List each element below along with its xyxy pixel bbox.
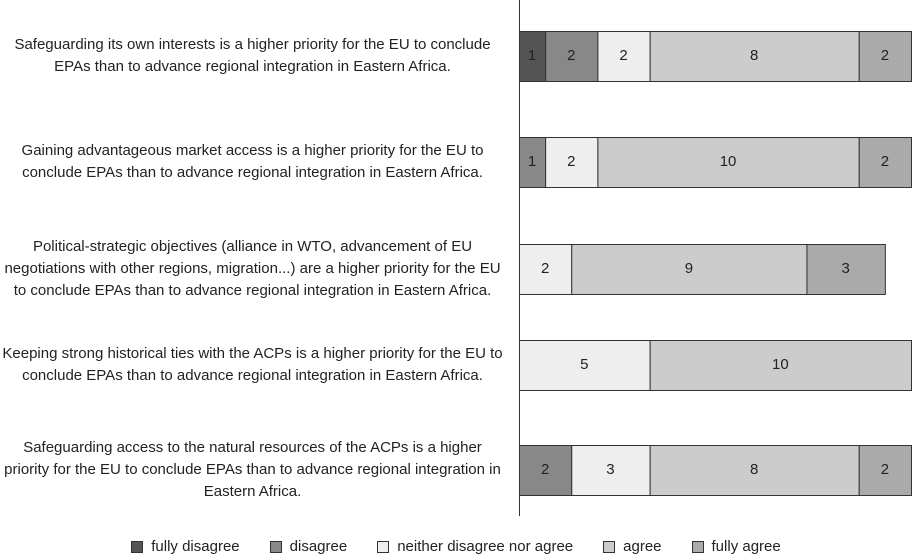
data-label: 1	[528, 47, 536, 64]
data-label: 10	[772, 356, 789, 373]
bar-segment	[545, 31, 599, 82]
data-label: 3	[841, 260, 849, 277]
category-label: Safeguarding access to the natural resou…	[4, 439, 501, 500]
legend-item: agree	[603, 538, 662, 555]
data-label: 2	[541, 260, 549, 277]
data-label: 2	[881, 47, 889, 64]
data-label: 2	[881, 153, 889, 170]
data-label: 9	[685, 260, 693, 277]
bar-segment	[649, 340, 912, 391]
data-label: 2	[567, 47, 575, 64]
legend-label: fully agree	[711, 538, 781, 555]
category-label: Safeguarding its own interests is a high…	[14, 36, 491, 75]
legend-swatch	[131, 540, 144, 553]
bar-segment	[858, 137, 912, 188]
category-label: Political-strategic objectives (alliance…	[4, 238, 501, 299]
category-label: Keeping strong historical ties with the …	[2, 345, 503, 384]
bar-segment	[597, 137, 860, 188]
bar-segment	[858, 445, 912, 496]
legend-item: disagree	[269, 538, 348, 555]
bar-segment	[519, 244, 573, 295]
data-label: 2	[541, 461, 549, 478]
legend-label: fully disagree	[151, 538, 240, 555]
data-label: 8	[750, 461, 758, 478]
data-label: 8	[750, 47, 758, 64]
bar-segment	[649, 445, 860, 496]
data-label: 1	[528, 153, 536, 170]
bar-segment	[571, 244, 808, 295]
legend-swatch	[691, 540, 704, 553]
data-label: 2	[567, 153, 575, 170]
legend-label: agree	[623, 538, 662, 555]
data-label: 2	[881, 461, 889, 478]
legend-swatch	[603, 540, 616, 553]
bar-segment	[519, 137, 547, 188]
legend-item: fully agree	[691, 538, 781, 555]
data-label: 10	[720, 153, 737, 170]
bar-segment	[806, 244, 886, 295]
legend-item: fully disagree	[131, 538, 240, 555]
data-label: 3	[606, 461, 614, 478]
bar-segment	[649, 31, 860, 82]
legend-swatch	[377, 540, 390, 553]
legend: fully disagree disagree neither disagree n…	[0, 538, 912, 555]
bar-segment	[519, 340, 651, 391]
legend-label: neither disagree nor agree	[397, 538, 574, 555]
data-label: 5	[580, 356, 588, 373]
bar-segment	[571, 445, 651, 496]
category-label: Gaining advantageous market access is a …	[21, 142, 484, 181]
data-label: 2	[619, 47, 627, 64]
legend-swatch	[269, 540, 282, 553]
legend-item: neither disagree nor agree	[377, 538, 573, 555]
legend-label: disagree	[289, 538, 348, 555]
